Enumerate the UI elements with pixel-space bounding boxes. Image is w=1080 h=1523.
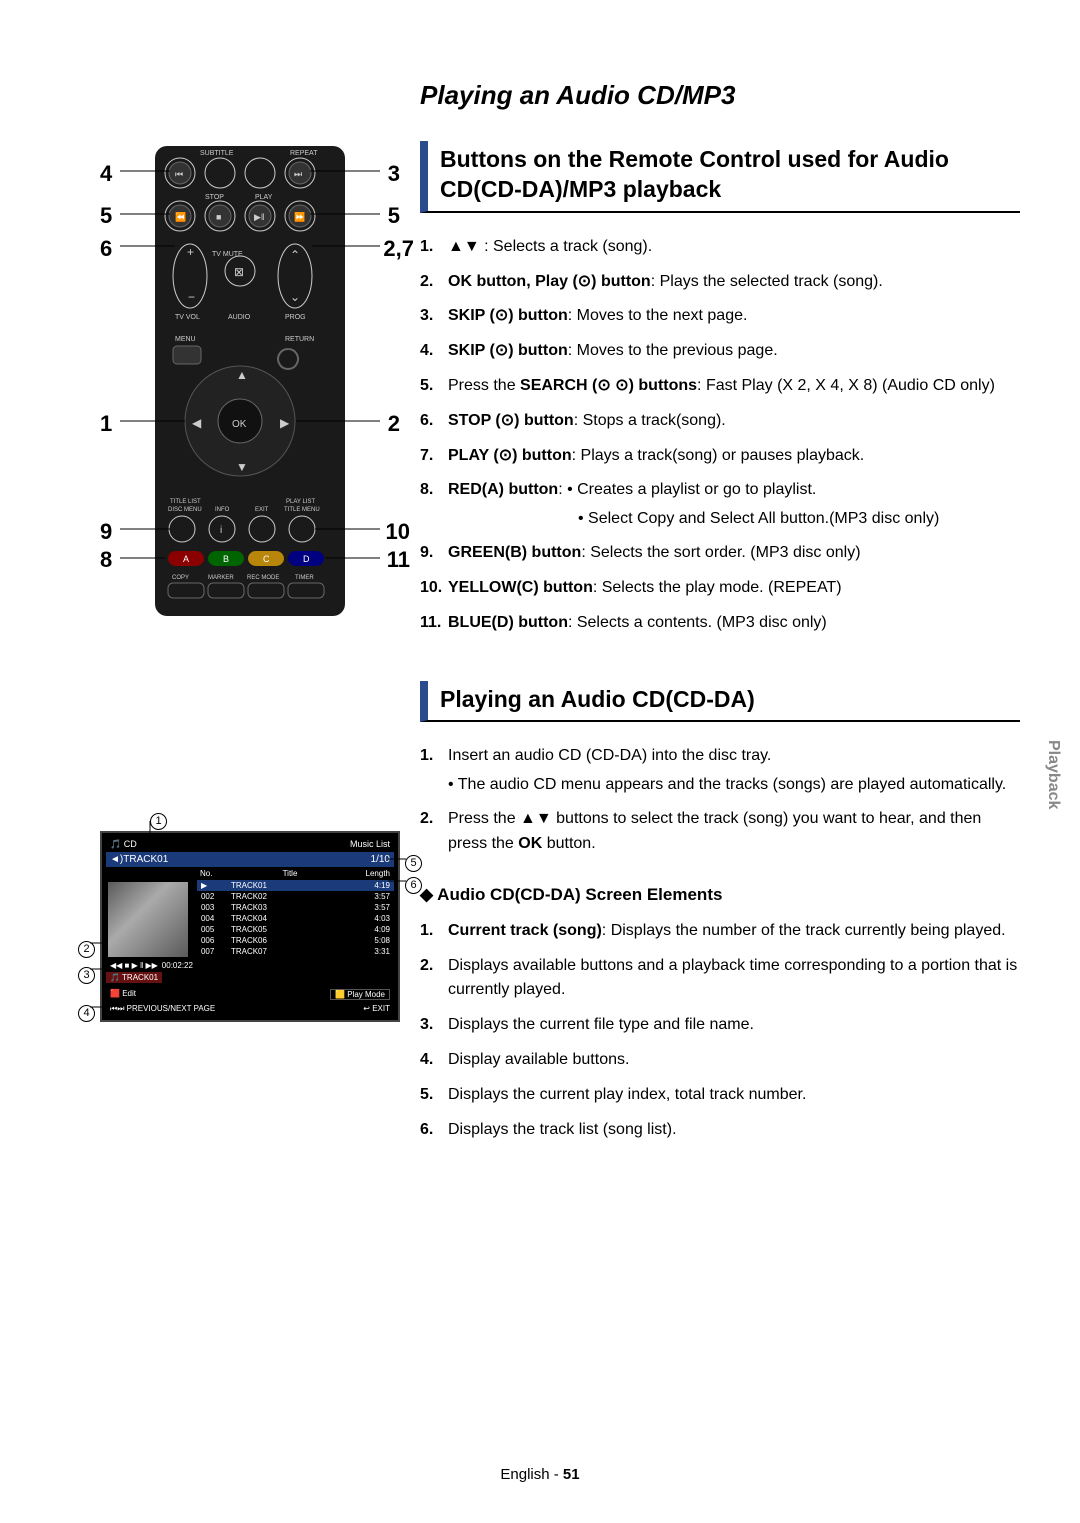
svg-text:B: B [223, 554, 229, 564]
svg-text:TV VOL: TV VOL [175, 314, 200, 321]
svg-text:PROG: PROG [285, 314, 306, 321]
callout-5r: 5 [388, 203, 400, 229]
svg-text:PLAY LIST: PLAY LIST [286, 499, 315, 505]
svg-text:⊠: ⊠ [234, 265, 244, 279]
svg-text:⏮: ⏮ [175, 169, 183, 179]
svg-text:MENU: MENU [175, 336, 196, 343]
page-footer: English - 51 [0, 1466, 1080, 1483]
svg-text:▶‖: ▶‖ [254, 212, 265, 222]
svg-text:■: ■ [216, 212, 221, 222]
callout-4: 4 [100, 161, 112, 187]
callout-5l: 5 [100, 203, 112, 229]
svg-text:⏪: ⏪ [175, 211, 186, 222]
callout-2: 2 [388, 411, 400, 437]
svg-text:D: D [303, 554, 310, 564]
svg-text:+: + [187, 245, 194, 259]
svg-text:MARKER: MARKER [208, 575, 234, 581]
svg-text:TITLE LIST: TITLE LIST [170, 499, 201, 505]
svg-text:TITLE MENU: TITLE MENU [284, 507, 320, 513]
callout-9: 9 [100, 519, 112, 545]
callout-27: 2,7 [383, 236, 414, 262]
element-list: 1.Current track (song): Displays the num… [420, 919, 1020, 1143]
section2-heading: Playing an Audio CD(CD-DA) [420, 681, 1020, 723]
callout-1: 1 [100, 411, 112, 437]
svg-text:TIMER: TIMER [295, 575, 314, 581]
svg-text:RETURN: RETURN [285, 336, 314, 343]
screen-diagram: 1 2 3 4 5 6 🎵 CD Music List ◄) TRACK0 [100, 831, 400, 1022]
svg-text:DISC MENU: DISC MENU [168, 507, 202, 513]
callout-10: 10 [386, 519, 410, 545]
svg-text:▶: ▶ [280, 416, 290, 430]
remote-diagram: SUBTITLE REPEAT ⏮ ⏭ STOP PLAY ⏪ ■ [100, 141, 400, 621]
button8-sub: Select Copy and Select All button.(MP3 d… [578, 507, 1020, 531]
callout-11: 11 [387, 547, 410, 573]
svg-text:i: i [220, 525, 222, 536]
side-tab: Playback [1044, 740, 1062, 809]
svg-text:⌃: ⌃ [290, 248, 300, 262]
svg-text:▲: ▲ [236, 368, 248, 382]
callout-6: 6 [100, 236, 112, 262]
svg-text:STOP: STOP [205, 194, 224, 201]
svg-text:SUBTITLE: SUBTITLE [200, 150, 234, 157]
svg-text:REPEAT: REPEAT [290, 150, 318, 157]
svg-text:A: A [183, 554, 189, 564]
section1-heading: Buttons on the Remote Control used for A… [420, 141, 1020, 213]
callout-8: 8 [100, 547, 112, 573]
svg-text:⏭: ⏭ [294, 169, 302, 179]
sub-heading: Audio CD(CD-DA) Screen Elements [420, 885, 1020, 905]
svg-text:EXIT: EXIT [255, 507, 269, 513]
callout-3: 3 [388, 161, 400, 187]
svg-text:REC MODE: REC MODE [247, 575, 279, 581]
svg-text:OK: OK [232, 419, 247, 430]
svg-text:TV MUTE: TV MUTE [212, 251, 243, 258]
svg-text:C: C [263, 554, 270, 564]
track-table: ▶TRACK014:19 002TRACK023:57 003TRACK033:… [197, 880, 394, 983]
svg-text:−: − [188, 290, 195, 304]
svg-text:⏩: ⏩ [294, 211, 305, 222]
svg-text:AUDIO: AUDIO [228, 314, 251, 321]
svg-text:PLAY: PLAY [255, 194, 273, 201]
svg-text:◀: ◀ [192, 416, 202, 430]
page-title: Playing an Audio CD/MP3 [420, 80, 1020, 111]
svg-text:⌄: ⌄ [290, 290, 300, 304]
step-list: 1.Insert an audio CD (CD-DA) into the di… [420, 744, 1020, 856]
svg-text:COPY: COPY [172, 575, 189, 581]
svg-text:INFO: INFO [215, 507, 230, 513]
svg-text:▼: ▼ [236, 460, 248, 474]
button-list: 1.▲▼ : Selects a track (song). 2.OK butt… [420, 235, 1020, 636]
